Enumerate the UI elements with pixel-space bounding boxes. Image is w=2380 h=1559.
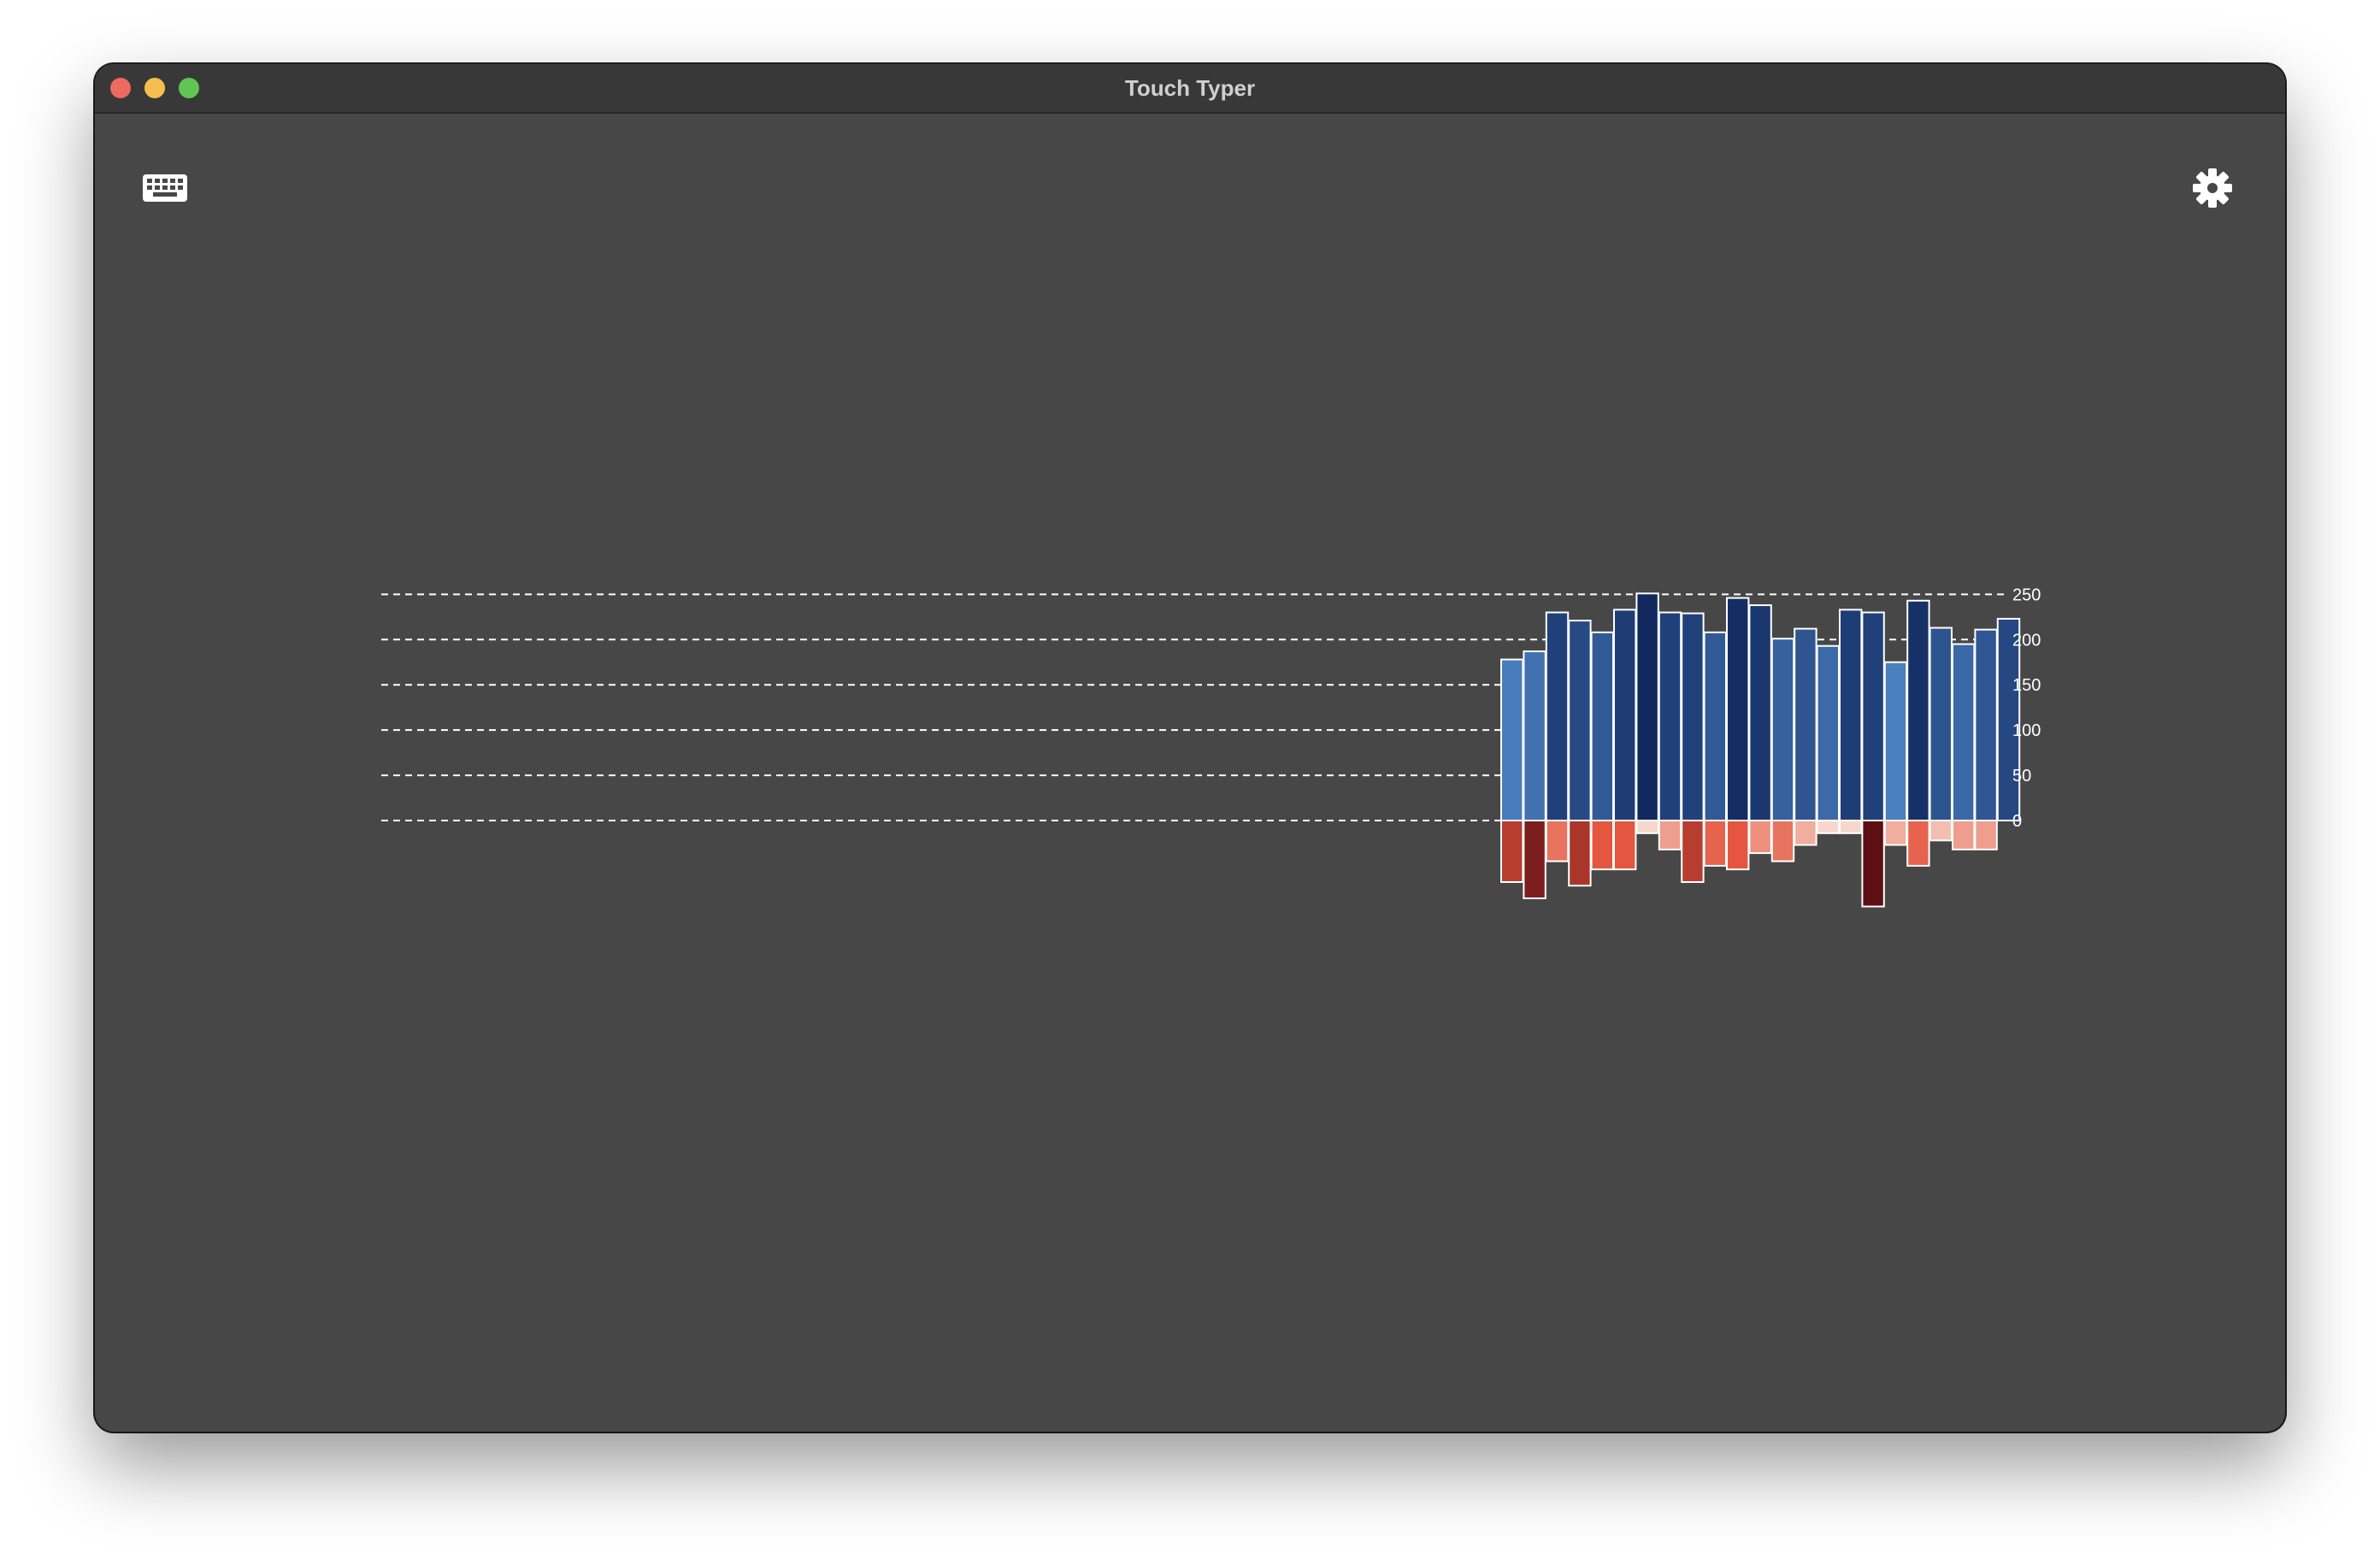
positive-bar[interactable]	[1681, 612, 1705, 822]
positive-bar[interactable]	[1613, 609, 1637, 821]
negative-bar[interactable]	[1726, 820, 1750, 871]
negative-bar[interactable]	[1839, 820, 1863, 834]
negative-bar[interactable]	[1681, 820, 1705, 883]
y-tick-label-50: 50	[2012, 767, 2031, 785]
positive-bar[interactable]	[1590, 631, 1614, 821]
negative-bar[interactable]	[1974, 820, 1998, 850]
negative-bar[interactable]	[1635, 820, 1659, 834]
negative-bar[interactable]	[1500, 820, 1524, 883]
zoom-window-button[interactable]	[179, 78, 199, 98]
positive-bar[interactable]	[1500, 658, 1524, 821]
negative-bar[interactable]	[1613, 820, 1637, 871]
window-title: Touch Typer	[1124, 75, 1256, 101]
positive-bar[interactable]	[1974, 628, 1998, 821]
positive-bar[interactable]	[1996, 617, 2021, 822]
close-window-button[interactable]	[110, 78, 131, 98]
y-tick-label-250: 250	[2012, 585, 2041, 604]
positive-bar[interactable]	[1816, 644, 1840, 821]
negative-bar[interactable]	[1816, 820, 1840, 834]
positive-bar[interactable]	[1883, 661, 1908, 822]
y-tick-label-200: 200	[2012, 631, 2041, 650]
positive-bar[interactable]	[1568, 620, 1592, 821]
gear-icon	[2193, 168, 2232, 208]
positive-bar[interactable]	[1726, 597, 1750, 821]
negative-bar[interactable]	[1658, 820, 1682, 850]
y-tick-label-100: 100	[2012, 721, 2041, 740]
positive-bar[interactable]	[1861, 611, 1885, 821]
negative-bar[interactable]	[1794, 820, 1817, 846]
positive-bar[interactable]	[1929, 627, 1953, 821]
positive-bar[interactable]	[1703, 631, 1727, 821]
y-tick-label-150: 150	[2012, 676, 2041, 695]
app-window: Touch Typer	[95, 64, 2285, 1432]
title-bar[interactable]: Touch Typer	[95, 64, 2285, 114]
minimize-window-button[interactable]	[144, 78, 165, 98]
negative-bar[interactable]	[1545, 820, 1570, 862]
negative-bar[interactable]	[1952, 820, 1976, 850]
negative-bar[interactable]	[1861, 820, 1885, 908]
positive-bar[interactable]	[1839, 609, 1863, 821]
negative-bar[interactable]	[1883, 820, 1908, 846]
positive-bar[interactable]	[1658, 611, 1682, 821]
negative-bar[interactable]	[1748, 820, 1772, 855]
positive-bar[interactable]	[1523, 650, 1546, 821]
negative-bar[interactable]	[1568, 820, 1592, 887]
positive-bar[interactable]	[1794, 627, 1817, 822]
positive-bar[interactable]	[1748, 604, 1772, 822]
positive-bar[interactable]	[1545, 611, 1570, 821]
negative-bar[interactable]	[1703, 820, 1727, 867]
settings-button[interactable]	[2187, 162, 2238, 214]
negative-bar[interactable]	[1770, 820, 1795, 862]
keyboard-button[interactable]	[141, 162, 192, 214]
negative-bar[interactable]	[1590, 820, 1614, 871]
positive-bar[interactable]	[1906, 599, 1930, 821]
positive-bar[interactable]	[1952, 643, 1976, 822]
positive-bar[interactable]	[1635, 592, 1659, 822]
negative-bar[interactable]	[1523, 820, 1546, 900]
negative-bar[interactable]	[1906, 820, 1930, 867]
positive-bar[interactable]	[1770, 638, 1795, 822]
keyboard-icon	[143, 174, 187, 202]
y-tick-label-0: 0	[2012, 812, 2022, 831]
negative-bar[interactable]	[1929, 820, 1953, 842]
typing-speed-chart: 250 200 150 100 50 0	[381, 585, 2041, 908]
